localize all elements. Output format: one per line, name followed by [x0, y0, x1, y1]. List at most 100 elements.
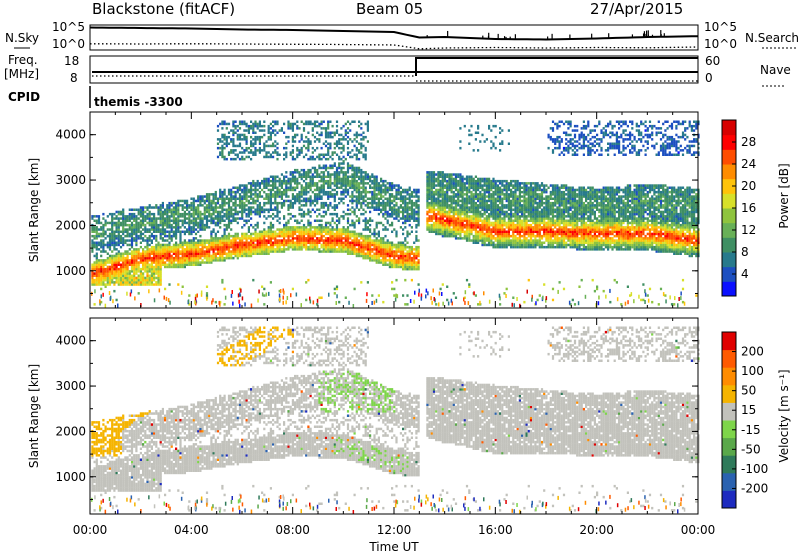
data-cell	[468, 233, 470, 236]
data-cell	[219, 257, 221, 260]
data-cell	[362, 154, 364, 157]
data-cell	[226, 239, 228, 242]
data-cell	[349, 187, 351, 190]
data-cell	[162, 237, 164, 240]
data-cell	[263, 125, 265, 128]
data-cell	[155, 277, 157, 280]
data-cell	[135, 261, 137, 264]
data-cell	[283, 191, 285, 194]
data-cell	[455, 231, 457, 234]
data-cell	[312, 151, 314, 154]
data-cell	[197, 204, 199, 207]
data-cell	[354, 182, 356, 185]
data-cell	[270, 154, 272, 157]
data-cell	[365, 211, 367, 214]
data-cell	[279, 250, 281, 253]
data-cell	[329, 195, 331, 198]
data-cell	[334, 288, 336, 291]
data-cell	[118, 279, 120, 282]
data-cell	[404, 189, 406, 192]
data-cell	[224, 303, 226, 306]
data-cell	[329, 193, 331, 196]
data-cell	[232, 191, 234, 194]
data-cell	[455, 220, 457, 223]
data-cell	[287, 244, 289, 247]
data-cell	[338, 167, 340, 170]
data-cell	[448, 200, 450, 203]
data-cell	[354, 222, 356, 225]
data-cell	[462, 202, 464, 205]
data-cell	[358, 167, 360, 170]
data-cell	[387, 187, 389, 190]
data-cell	[468, 235, 470, 238]
data-cell	[409, 189, 411, 192]
data-cell	[316, 209, 318, 212]
data-cell	[188, 244, 190, 247]
data-cell	[157, 270, 159, 273]
data-cell	[442, 283, 444, 286]
data-cell	[391, 189, 393, 192]
data-cell	[272, 237, 274, 240]
data-cell	[327, 222, 329, 225]
data-cell	[362, 182, 364, 185]
data-cell	[135, 242, 137, 245]
data-cell	[356, 198, 358, 201]
data-cell	[224, 239, 226, 242]
data-cell	[246, 246, 248, 249]
data-cell	[124, 235, 126, 238]
data-cell	[400, 187, 402, 190]
data-cell	[351, 224, 353, 227]
data-cell	[402, 246, 404, 249]
data-cell	[217, 257, 219, 260]
data-cell	[459, 211, 461, 214]
data-cell	[453, 195, 455, 198]
data-cell	[409, 200, 411, 203]
data-cell	[329, 178, 331, 181]
data-cell	[102, 235, 104, 238]
data-cell	[387, 239, 389, 242]
data-cell	[468, 129, 470, 132]
data-cell	[290, 239, 292, 242]
data-cell	[301, 136, 303, 139]
data-cell	[252, 253, 254, 256]
data-cell	[270, 204, 272, 207]
data-cell	[254, 125, 256, 128]
data-cell	[384, 206, 386, 209]
data-cell	[177, 213, 179, 216]
data-cell	[389, 213, 391, 216]
data-cell	[435, 204, 437, 207]
data-cell	[274, 198, 276, 201]
data-cell	[351, 173, 353, 176]
data-cell	[210, 237, 212, 240]
data-cell	[413, 191, 415, 194]
data-cell	[455, 178, 457, 181]
data-cell	[376, 176, 378, 179]
data-cell	[303, 187, 305, 190]
data-cell	[96, 235, 98, 238]
data-cell	[380, 198, 382, 201]
data-cell	[138, 292, 140, 295]
data-cell	[166, 206, 168, 209]
data-cell	[235, 191, 237, 194]
data-cell	[321, 184, 323, 187]
data-cell	[131, 283, 133, 286]
data-cell	[131, 261, 133, 264]
data-cell	[296, 228, 298, 231]
data-cell	[389, 248, 391, 251]
data-cell	[351, 242, 353, 245]
data-cell	[151, 206, 153, 209]
data-cell	[208, 211, 210, 214]
data-cell	[338, 134, 340, 137]
data-cell	[204, 211, 206, 214]
data-cell	[376, 242, 378, 245]
data-cell	[193, 248, 195, 251]
data-cell	[182, 266, 184, 269]
data-cell	[197, 224, 199, 227]
data-cell	[457, 184, 459, 187]
data-cell	[272, 195, 274, 198]
data-cell	[336, 169, 338, 172]
data-cell	[343, 246, 345, 249]
data-cell	[219, 255, 221, 258]
data-cell	[270, 235, 272, 238]
data-cell	[338, 233, 340, 236]
